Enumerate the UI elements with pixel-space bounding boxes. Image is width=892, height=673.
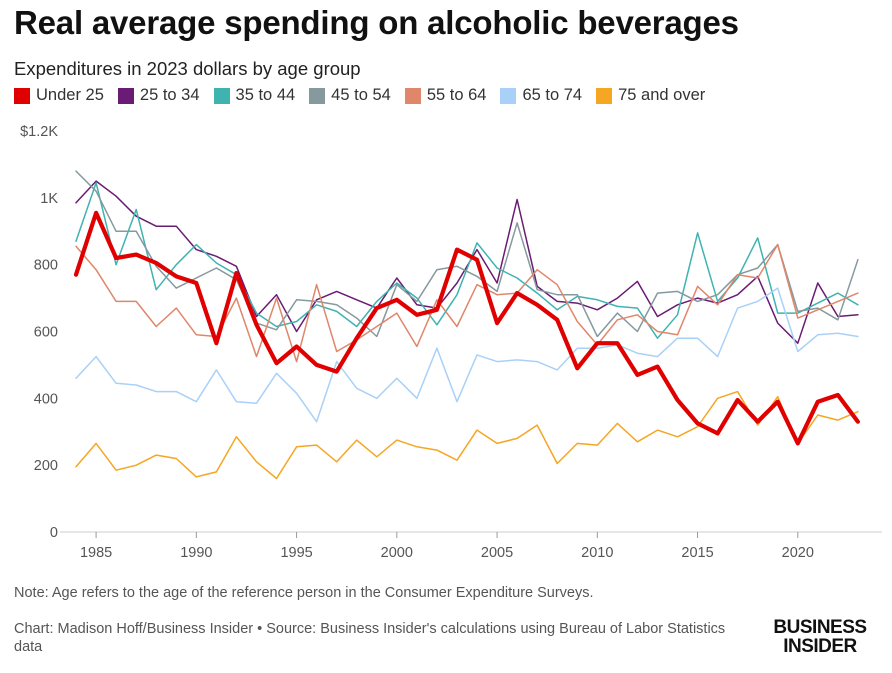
x-tick-label: 2020 (782, 545, 814, 561)
x-tick-label: 2005 (481, 545, 513, 561)
line-chart: 0 200 400 600 800 1K $1.2K 1985 1990 1995 2000 2005… (20, 124, 882, 561)
legend-label: 35 to 44 (235, 86, 296, 104)
legend-item-55-to-64: 55 to 64 (404, 86, 487, 105)
legend-item-75-and-over: 75 and over (596, 86, 705, 105)
legend-label: 45 to 54 (331, 86, 391, 104)
legend-item-under-25: Under 25 (14, 86, 104, 105)
x-tick-label: 1985 (80, 545, 112, 561)
legend-label: 75 and over (618, 86, 706, 104)
y-tick-label: $1.2K (20, 124, 58, 140)
legend-item-45-to-54: 45 to 54 (309, 86, 391, 105)
y-tick-label: 800 (34, 258, 58, 274)
series-line-45-to-54 (75, 170, 859, 338)
chart-subtitle: Expenditures in 2023 dollars by age grou… (14, 58, 361, 79)
legend-label: 55 to 64 (426, 86, 487, 104)
x-tick-label: 1990 (180, 545, 212, 561)
legend-swatch (213, 87, 230, 104)
legend-label: 25 to 34 (139, 86, 200, 104)
chart-credit: Chart: Madison Hoff/Business Insider • S… (14, 621, 726, 655)
y-tick-label: 400 (34, 391, 58, 407)
legend-item-35-to-44: 35 to 44 (213, 86, 296, 105)
legend-swatch (117, 87, 134, 104)
legend-swatch (596, 87, 613, 104)
chart-note: Note: Age refers to the age of the refer… (14, 585, 594, 601)
series-line-65-to-74 (75, 287, 859, 423)
chart-title: Real average spending on alcoholic bever… (14, 4, 739, 41)
legend-swatch (500, 87, 517, 104)
y-tick-label: 1K (40, 191, 58, 207)
legend-item-25-to-34: 25 to 34 (117, 86, 200, 105)
series-line-under-25 (73, 210, 861, 446)
legend-label: Under 25 (36, 86, 104, 104)
y-tick-label: 0 (50, 525, 58, 541)
legend: Under 25 25 to 34 35 to 44 45 to 54 55 t… (14, 86, 719, 105)
x-tick-label: 2010 (581, 545, 613, 561)
x-tick-label: 2000 (381, 545, 413, 561)
series-line-35-to-44 (75, 182, 859, 339)
logo-line-2: INSIDER (783, 636, 857, 657)
y-tick-label: 600 (34, 325, 58, 341)
legend-swatch (14, 87, 30, 104)
business-insider-logo: BUSINESS INSIDER (770, 618, 870, 656)
legend-label: 65 to 74 (522, 86, 583, 104)
x-tick-label: 2015 (681, 545, 713, 561)
logo-line-1: BUSINESS (773, 617, 867, 638)
legend-swatch (309, 87, 326, 104)
y-tick-label: 200 (34, 458, 58, 474)
series-line-55-to-64 (75, 243, 859, 363)
series-line-25-to-34 (75, 180, 859, 344)
legend-swatch (404, 87, 421, 104)
legend-item-65-to-74: 65 to 74 (500, 86, 582, 105)
x-tick-label: 1995 (280, 545, 312, 561)
series-line-75-and-over (75, 390, 859, 480)
